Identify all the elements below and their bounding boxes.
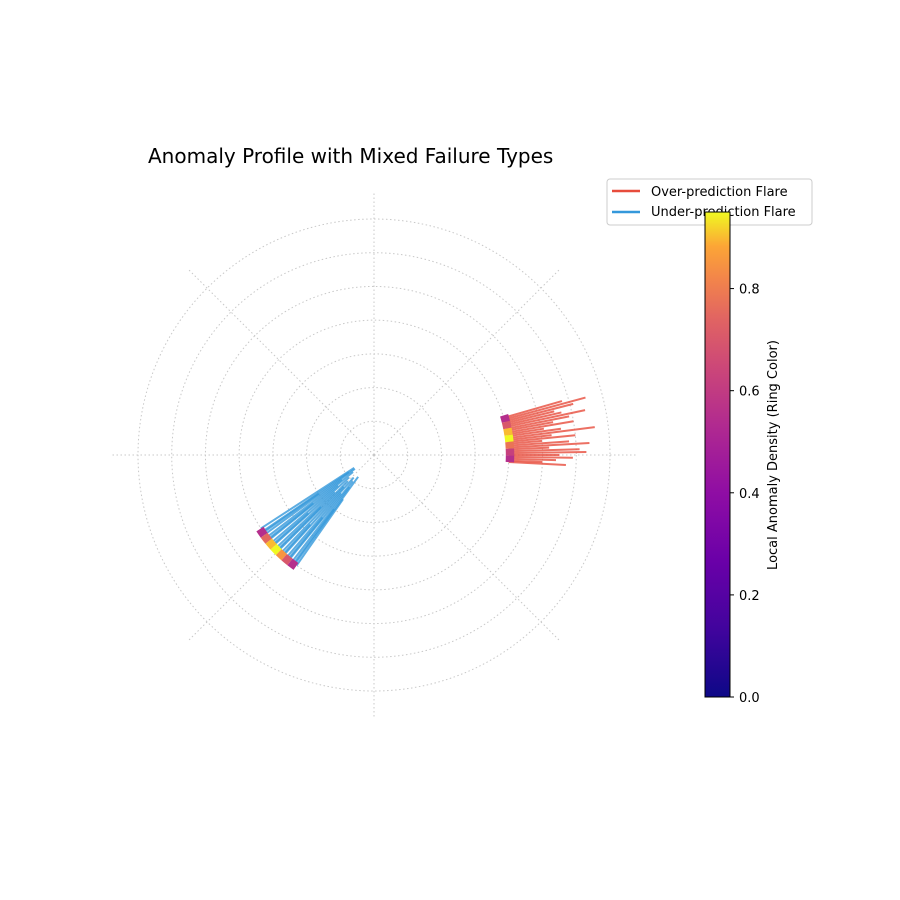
legend: Over-prediction Flare Under-prediction F… — [606, 178, 813, 226]
legend-label-over: Over-prediction Flare — [651, 185, 788, 200]
flare-over — [508, 457, 557, 462]
flare-under — [260, 467, 355, 530]
flare-under — [283, 476, 355, 556]
flare-over — [504, 402, 574, 423]
flare-over — [506, 415, 570, 430]
ring-segment-under — [256, 526, 268, 538]
ring-segment-under — [265, 538, 277, 550]
flare-over — [506, 420, 574, 434]
flare-over — [507, 427, 562, 438]
flare-under — [295, 498, 344, 567]
flare-under — [291, 486, 351, 563]
grid-spoke — [373, 269, 560, 456]
flare-under — [273, 476, 350, 546]
colorbar-tick-label: 0.8 — [739, 283, 760, 298]
flare-over — [503, 396, 586, 421]
flare-over — [508, 459, 543, 464]
ring-segment-under — [260, 532, 272, 544]
flare-over — [505, 409, 586, 428]
flare-over — [503, 400, 563, 419]
ring-segment-under — [281, 554, 293, 566]
flare-over — [508, 455, 573, 459]
colorbar-tick-label: 0.4 — [739, 487, 760, 502]
flare-over — [504, 410, 555, 425]
flare-under — [282, 523, 311, 556]
ring-segment-over — [505, 455, 515, 463]
grid-ring — [339, 420, 409, 490]
ring-segment-under — [287, 558, 299, 570]
flare-over — [508, 440, 570, 447]
colorbar: 0.0 0.2 0.4 0.6 0.8 Local Anomaly Density (R… — [704, 211, 781, 706]
flare-under — [275, 491, 336, 549]
flare-under — [267, 502, 314, 540]
colorbar-label: Local Anomaly Density (Ring Color) — [766, 340, 781, 570]
flare-over — [507, 426, 595, 440]
flare-over — [507, 434, 552, 441]
flare-under — [285, 492, 342, 559]
flare-under — [287, 516, 324, 560]
flare-under — [277, 506, 322, 551]
colorbar-gradient — [704, 211, 731, 698]
flare-over — [508, 451, 587, 455]
ring-segment-under — [275, 549, 288, 561]
flare-over — [508, 461, 566, 467]
flare-over — [507, 427, 545, 436]
grid-ring — [171, 252, 577, 658]
ring-segment-over — [504, 434, 514, 443]
flare-under — [262, 492, 320, 534]
ring-segment-over — [505, 441, 515, 449]
flare-over — [508, 441, 590, 449]
flare-under — [280, 486, 345, 554]
flare-over — [508, 448, 580, 453]
flare-over — [508, 434, 576, 443]
flare-over — [508, 446, 550, 451]
flare-under — [270, 484, 339, 544]
grid-spoke — [188, 269, 375, 456]
flare-under — [264, 468, 356, 536]
flare-under — [272, 512, 310, 546]
ring-segment-over — [500, 413, 511, 423]
chart-marks — [256, 396, 595, 570]
ring-segment-under — [270, 543, 282, 556]
ring-segment-over — [501, 420, 512, 430]
chart-title: Anomaly Profile with Mixed Failure Types — [148, 144, 553, 168]
ring-segment-over — [503, 427, 513, 436]
flare-over — [508, 439, 543, 445]
grid-spoke — [373, 454, 560, 641]
flare-over — [505, 411, 562, 427]
flare-over — [506, 421, 554, 432]
flare-under — [292, 508, 335, 565]
flare-under — [266, 478, 343, 538]
ring-segment-over — [505, 448, 515, 456]
colorbar-tick-label: 0.6 — [739, 385, 760, 400]
colorbar-tick-label: 0.0 — [739, 691, 760, 706]
colorbar-tick-label: 0.2 — [739, 589, 760, 604]
colorbar-ticks: 0.0 0.2 0.4 0.6 0.8 — [730, 283, 760, 706]
grid-ring — [306, 387, 442, 523]
